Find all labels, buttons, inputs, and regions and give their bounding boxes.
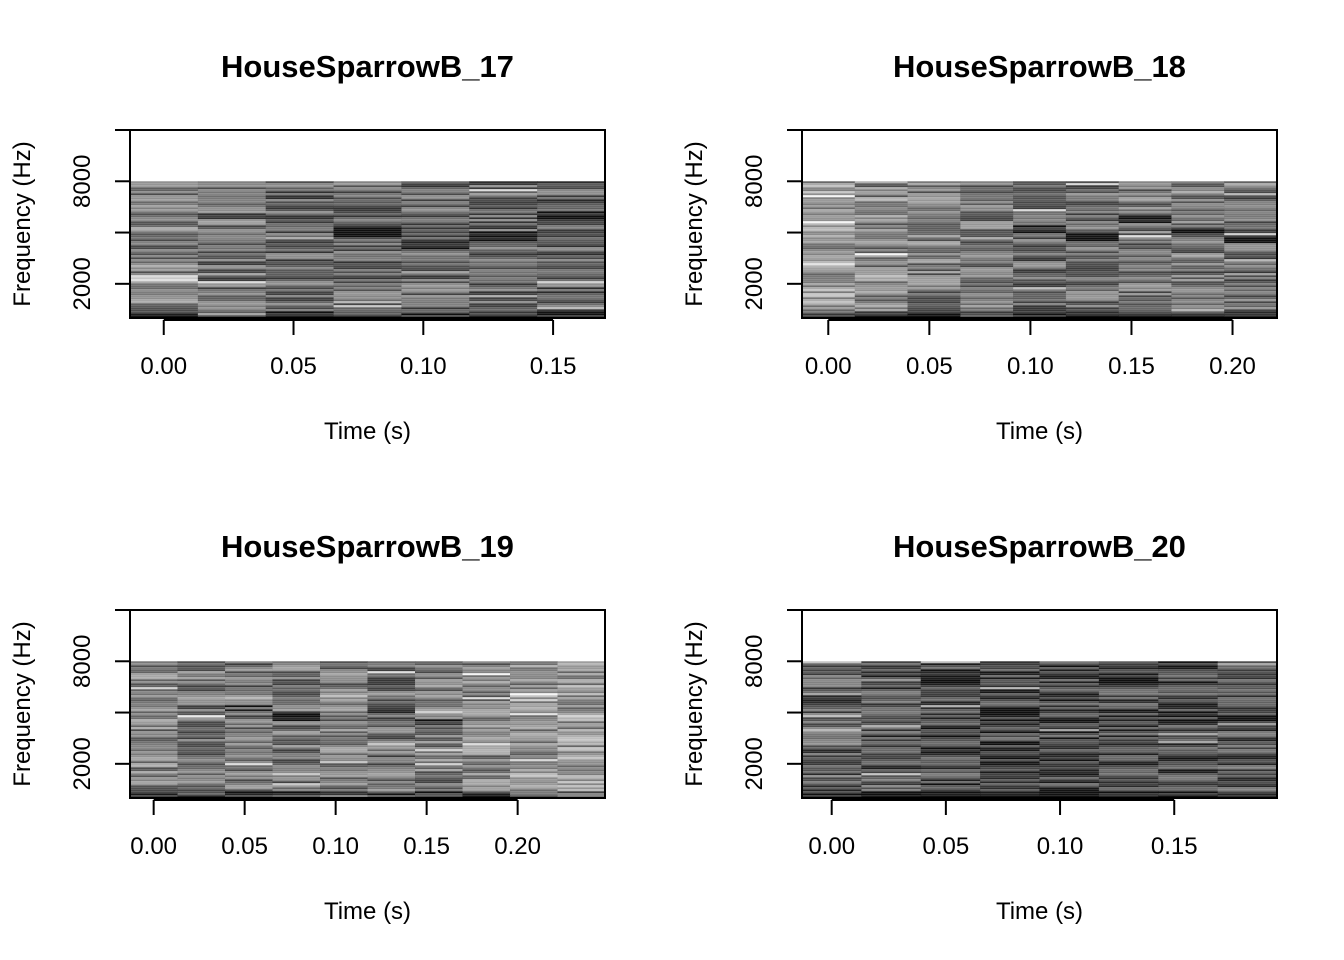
time-frame xyxy=(469,181,538,318)
x-tick-label: 0.20 xyxy=(494,833,541,860)
time-frame xyxy=(130,661,178,798)
time-frame xyxy=(861,661,922,798)
x-tick-label: 0.15 xyxy=(1151,833,1198,860)
x-tick-label: 0.15 xyxy=(530,353,577,380)
axes: 0.00 0.05 0.10 0.15 0.20 2000 8000 xyxy=(69,609,606,860)
time-frame xyxy=(177,661,226,798)
x-tick-label: 0.05 xyxy=(270,353,317,380)
panel-title: HouseSparrowB_18 xyxy=(893,49,1186,84)
time-frame xyxy=(225,661,273,798)
x-tick-label: 0.15 xyxy=(403,833,450,860)
y-tick-label: 2000 xyxy=(69,257,96,310)
x-axis-label: Time (s) xyxy=(324,418,411,445)
x-tick-label: 0.00 xyxy=(805,353,852,380)
panel-housesparrowb-17: HouseSparrowB_17 0.00 0.05 0.10 0.15 2000 800… xyxy=(9,49,606,445)
time-frame xyxy=(265,181,334,318)
time-frame xyxy=(462,661,511,798)
y-tick-label: 8000 xyxy=(741,635,768,688)
x-axis-label: Time (s) xyxy=(996,418,1083,445)
x-tick-label: 0.20 xyxy=(1209,353,1256,380)
time-frame xyxy=(802,181,856,318)
y-tick-label: 8000 xyxy=(69,635,96,688)
time-frame xyxy=(1013,181,1067,318)
time-frame xyxy=(557,661,606,798)
panel-title: HouseSparrowB_20 xyxy=(893,529,1186,564)
x-tick-label: 0.00 xyxy=(140,353,187,380)
time-frame xyxy=(1039,661,1100,798)
x-tick-label: 0.10 xyxy=(1037,833,1084,860)
y-tick-label: 2000 xyxy=(741,737,768,790)
time-frame xyxy=(130,181,199,318)
axes: 0.00 0.05 0.10 0.15 2000 8000 xyxy=(69,129,606,380)
time-frame xyxy=(510,661,558,798)
spectrogram-image xyxy=(802,181,1278,318)
time-frame xyxy=(854,181,908,318)
y-axis-label: Frequency (Hz) xyxy=(9,141,36,306)
y-tick-label: 8000 xyxy=(69,155,96,208)
x-tick-label: 0.10 xyxy=(1007,353,1054,380)
time-frame xyxy=(320,661,368,798)
y-axis-label: Frequency (Hz) xyxy=(9,621,36,786)
time-frame xyxy=(367,661,416,798)
spectrogram-image xyxy=(130,181,606,318)
time-frame xyxy=(272,661,321,798)
time-frame xyxy=(802,661,862,798)
y-tick-label: 8000 xyxy=(741,155,768,208)
time-frame xyxy=(1065,181,1120,318)
time-frame xyxy=(401,181,470,318)
time-frame xyxy=(537,181,606,318)
x-tick-label: 0.05 xyxy=(906,353,953,380)
time-frame xyxy=(980,661,1040,798)
time-frame xyxy=(1171,181,1225,318)
y-axis-label: Frequency (Hz) xyxy=(681,621,708,786)
y-tick-label: 2000 xyxy=(69,737,96,790)
panel-housesparrowb-18: HouseSparrowB_18 0.00 0.05 0.10 0.15 0.20 200… xyxy=(681,49,1278,445)
x-tick-label: 0.10 xyxy=(312,833,359,860)
plot-frame xyxy=(801,609,1278,799)
panel-title: HouseSparrowB_17 xyxy=(221,49,514,84)
time-frame xyxy=(920,661,981,798)
time-frame xyxy=(960,181,1014,318)
axes: 0.00 0.05 0.10 0.15 2000 8000 xyxy=(741,609,1278,860)
time-frame xyxy=(333,181,402,318)
x-tick-label: 0.05 xyxy=(221,833,268,860)
x-tick-label: 0.00 xyxy=(808,833,855,860)
time-frame xyxy=(1224,181,1278,318)
panel-title: HouseSparrowB_19 xyxy=(221,529,514,564)
time-frame xyxy=(1118,181,1172,318)
time-frame xyxy=(1158,661,1219,798)
time-frame xyxy=(415,661,463,798)
panel-housesparrowb-20: HouseSparrowB_20 0.00 0.05 0.10 0.15 2000 800… xyxy=(681,529,1278,925)
x-tick-label: 0.15 xyxy=(1108,353,1155,380)
axes: 0.00 0.05 0.10 0.15 0.20 2000 8000 xyxy=(741,129,1278,380)
time-frame xyxy=(1098,661,1159,798)
x-tick-label: 0.00 xyxy=(130,833,177,860)
x-tick-label: 0.05 xyxy=(923,833,970,860)
plot-frame xyxy=(129,129,606,319)
y-tick-label: 2000 xyxy=(741,257,768,310)
spectrogram-image xyxy=(130,661,606,798)
y-axis-label: Frequency (Hz) xyxy=(681,141,708,306)
x-tick-label: 0.10 xyxy=(400,353,447,380)
plot-frame xyxy=(801,129,1278,319)
time-frame xyxy=(907,181,961,318)
panel-housesparrowb-19: HouseSparrowB_19 0.00 0.05 0.10 0.15 0.20 200… xyxy=(9,529,606,925)
plot-frame xyxy=(129,609,606,799)
x-axis-label: Time (s) xyxy=(324,898,411,925)
spectrogram-image xyxy=(802,661,1278,798)
x-axis-label: Time (s) xyxy=(996,898,1083,925)
time-frame xyxy=(1217,661,1278,798)
time-frame xyxy=(197,181,267,318)
